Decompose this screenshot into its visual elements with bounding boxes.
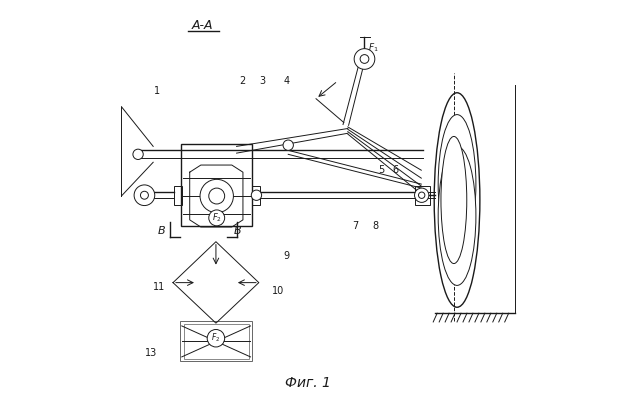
Circle shape [200, 179, 234, 213]
Circle shape [209, 188, 225, 204]
Text: 10: 10 [272, 286, 284, 296]
Text: $F_2$: $F_2$ [212, 212, 221, 224]
Text: B: B [234, 226, 241, 236]
Circle shape [252, 190, 262, 200]
Text: 2: 2 [239, 76, 246, 86]
Text: А-А: А-А [192, 19, 214, 32]
Circle shape [207, 330, 225, 347]
Bar [252, 186, 260, 205]
Text: $F_1$: $F_1$ [368, 42, 379, 54]
Circle shape [354, 49, 375, 69]
Circle shape [415, 188, 429, 202]
Text: 3: 3 [259, 76, 266, 86]
Text: 4: 4 [283, 76, 289, 86]
Text: 9: 9 [283, 251, 289, 261]
Circle shape [283, 140, 293, 150]
Bar [415, 186, 431, 205]
Bar [180, 321, 252, 361]
Circle shape [134, 185, 155, 206]
Circle shape [360, 55, 369, 63]
Text: Фиг. 1: Фиг. 1 [285, 376, 331, 390]
Circle shape [140, 191, 148, 199]
Text: 7: 7 [353, 221, 359, 231]
Circle shape [419, 192, 425, 198]
Bar [181, 144, 252, 226]
Text: 8: 8 [372, 221, 379, 231]
Ellipse shape [441, 136, 467, 264]
Ellipse shape [438, 146, 476, 286]
Text: $F_2$: $F_2$ [211, 332, 221, 344]
Bar [184, 324, 248, 359]
Bar [174, 186, 182, 205]
Text: 1: 1 [154, 86, 160, 96]
Text: 11: 11 [153, 282, 165, 292]
Text: 5: 5 [378, 165, 385, 175]
Circle shape [209, 210, 225, 226]
Text: B: B [157, 226, 165, 236]
Text: 6: 6 [392, 165, 399, 175]
Text: 13: 13 [145, 348, 157, 358]
Circle shape [133, 149, 143, 160]
Ellipse shape [438, 114, 476, 254]
